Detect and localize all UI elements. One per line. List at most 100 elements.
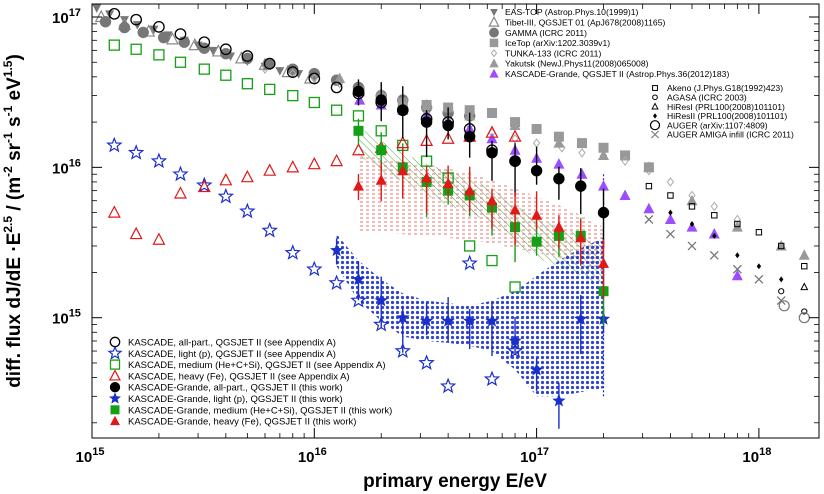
legend-marker [109,336,121,348]
data-point [106,136,123,153]
legend-label: KASCADE, all-part., QGSJET II (see Appen… [128,338,336,349]
data-point [732,264,742,274]
data-point [197,179,211,193]
data-point [778,300,790,312]
y-label-mid3: s [4,116,25,132]
data-point [574,312,588,325]
data-point [352,85,365,98]
x-tick-label: 1015 [76,446,105,466]
data-point [376,145,387,156]
data-point [483,370,501,387]
y-label-exp4: -1 [1,105,15,116]
y-label-exp2: -2 [1,166,15,177]
data-point [531,236,542,247]
legend-label: GAMMA (ICRC 2011) [505,28,587,38]
data-point [419,314,434,327]
data-point [464,184,476,196]
series-kascade-light-p- [106,136,524,394]
y-label-mid4: eV [4,77,25,106]
legend-marker [107,345,123,360]
data-point [486,194,498,206]
data-point [127,144,145,160]
legend-marker [653,113,657,119]
band-heavy-band [358,155,604,273]
data-point [261,221,278,238]
data-point [668,209,673,216]
data-point [264,83,276,96]
data-point [734,220,741,228]
y-tick-base: 10 [52,10,69,27]
legend-marker [489,38,499,48]
data-point [129,226,143,240]
data-point [575,180,587,192]
legend-label: Tibet-III, QGSJET 01 (ApJ678(2008)1165) [505,18,665,28]
data-point [643,202,655,214]
x-tick-label: 1018 [742,446,771,466]
legend-label: KASCADE, medium (He+C+Si), QGSJET II (se… [128,360,385,371]
data-point [531,209,543,220]
series-kascade-grande-all-part- [352,79,610,248]
data-point [553,137,565,148]
data-point [461,254,478,271]
legend-marker [651,102,659,110]
data-point [198,36,211,49]
data-point [463,314,477,327]
data-point [174,56,187,68]
legend-label: AUGER AMIGA infill (ICRC 2011) [667,130,794,140]
data-point [397,164,409,176]
data-point [351,272,366,285]
data-point [553,173,565,185]
series-kascade-grande-light-p- [330,238,611,429]
legend-marker [110,405,120,415]
legend-label: KASCADE-Grande, QGSJET II (Astrop.Phys.3… [505,69,729,79]
data-point [644,215,654,224]
data-point [553,221,565,232]
data-point [308,72,321,85]
data-point [108,39,120,51]
data-point [731,269,743,281]
series-agasa [778,288,808,315]
legend-marker [109,382,121,393]
legend-other-experiments: EAS-TOP (Astrop.Phys.10(1999)1)Tibet-III… [488,7,729,79]
legend-label: HiResII (PRL100(2008)101101) [667,111,787,121]
data-point [509,155,521,167]
data-point [798,249,810,260]
data-point [198,42,210,54]
data-point [778,242,785,250]
data-point-stroke-b [709,250,719,260]
y-label-mid: / (m [4,177,25,216]
data-point [620,150,631,161]
data-point [531,123,542,134]
data-point [165,32,179,45]
legend-marker [650,130,660,139]
data-point-stroke-b [644,215,654,224]
data-point [666,177,675,187]
data-point [598,257,610,268]
data-point [688,203,696,210]
legend-uhe-experiments: Akeno (J.Phys.G18(1992)423)AGASA (ICRC 2… [649,83,794,140]
y-label-exp5: 1.5 [1,60,15,77]
data-point [287,89,299,102]
legend-label: Akeno (J.Phys.G18(1992)423) [667,83,783,93]
x-tick-exp: 15 [92,446,104,458]
legend-marker [109,359,121,370]
legend-marker [109,392,121,404]
data-point [779,276,784,283]
data-point [92,4,102,13]
data-point [665,229,675,239]
data-point [130,13,143,26]
data-point [310,73,318,84]
data-point [439,377,457,394]
data-point [576,138,587,149]
data-point [150,152,168,169]
data-point [756,263,762,270]
series-auger-amiga-infill [644,215,786,306]
data-point [441,131,455,144]
data-point [286,160,300,173]
data-point [597,206,610,219]
data-point [687,241,697,251]
data-point [219,43,232,56]
data-point [532,138,541,148]
legend-marker [649,120,661,131]
data-point [645,182,653,190]
